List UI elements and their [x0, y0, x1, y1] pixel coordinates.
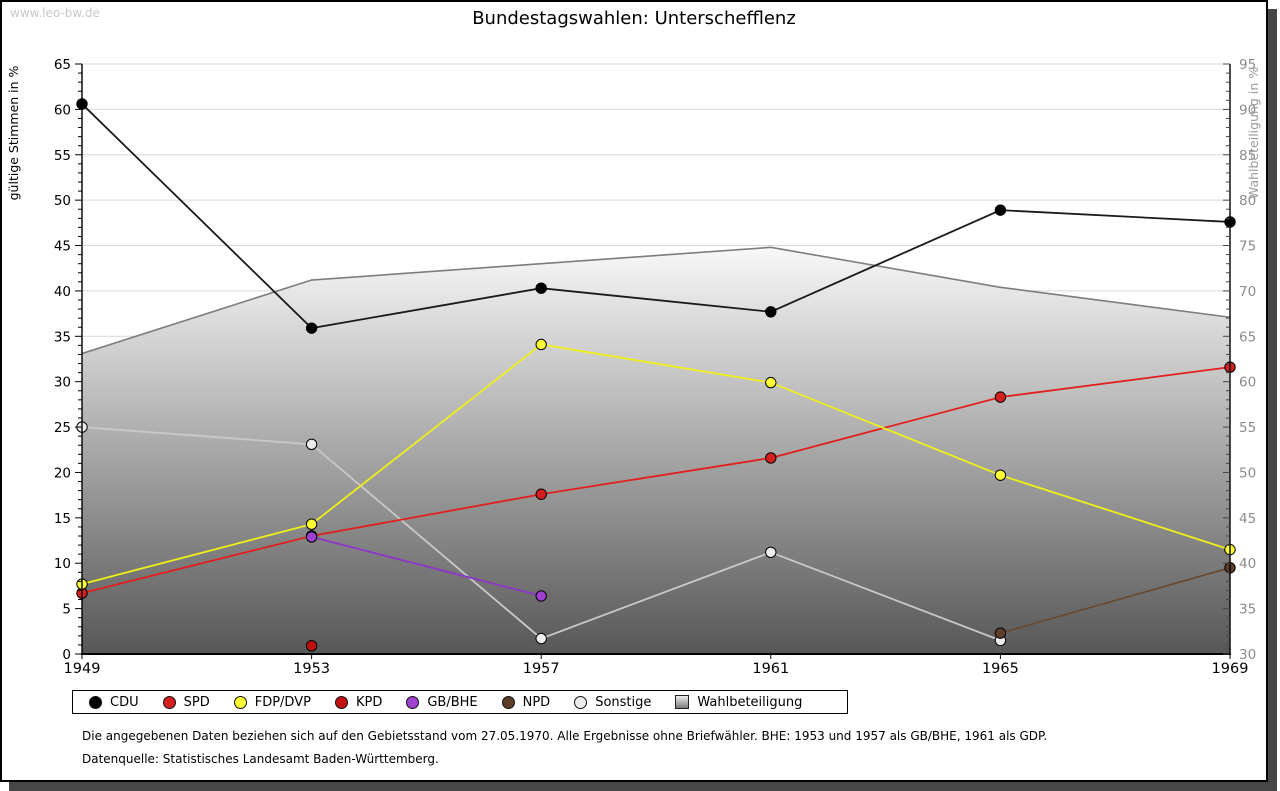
- legend-item-kpd: KPD: [334, 694, 383, 710]
- point-fdp-dvp-1961: [765, 376, 777, 389]
- kpd-marker-icon: [334, 695, 348, 709]
- svg-text:1969: 1969: [1212, 661, 1249, 677]
- svg-text:1949: 1949: [64, 661, 101, 677]
- legend-item-sonstige: Sonstige: [574, 695, 651, 710]
- right-axis-label: Wahlbeteiligung in %: [1246, 67, 1261, 199]
- point-cdu-1953: [305, 322, 318, 334]
- point-fdp-dvp-1965: [994, 469, 1007, 481]
- point-gb-bhe-1957: [535, 590, 547, 602]
- svg-text:70: 70: [1239, 284, 1256, 300]
- svg-text:85: 85: [1239, 148, 1256, 164]
- legend-label: FDP/DVP: [254, 694, 311, 710]
- series-kpd: [305, 640, 318, 652]
- svg-text:40: 40: [54, 284, 71, 300]
- point-fdp-dvp-1953: [305, 518, 318, 530]
- gb-bhe-marker-icon: [406, 695, 420, 709]
- svg-text:1965: 1965: [982, 661, 1019, 677]
- point-kpd-1953: [305, 640, 318, 652]
- right-axis-ticks: 30 35 40 45 50 55 60 65 70 75 80 85 90 95: [1223, 57, 1256, 663]
- point-sonstige-1957: [535, 632, 547, 645]
- cdu-marker-icon: [89, 695, 102, 709]
- svg-text:30: 30: [1239, 647, 1256, 663]
- election-line-chart: 0 5 10 15 20 25 30 35 40 45 50 55 60 65 30 35 40 45 50 55 60…: [6, 57, 1261, 677]
- footnote-data-note: Die angegebenen Daten beziehen sich auf …: [82, 729, 1048, 743]
- footnote-source: Datenquelle: Statistisches Landesamt Bad…: [82, 752, 439, 766]
- legend-item-spd: SPD: [162, 694, 210, 710]
- svg-text:35: 35: [1239, 602, 1256, 618]
- svg-text:65: 65: [1239, 329, 1256, 345]
- svg-text:95: 95: [1239, 57, 1256, 73]
- legend-item-npd: NPD: [501, 694, 551, 710]
- svg-text:25: 25: [54, 420, 71, 436]
- left-axis-label: gültige Stimmen in %: [6, 65, 21, 200]
- svg-text:1957: 1957: [523, 661, 560, 677]
- svg-text:30: 30: [54, 375, 71, 391]
- legend-label: NPD: [522, 694, 551, 710]
- svg-text:35: 35: [54, 329, 71, 345]
- svg-text:60: 60: [54, 102, 71, 118]
- watermark: www.leo-bw.de: [10, 6, 100, 20]
- svg-text:20: 20: [54, 465, 71, 481]
- wahlbeteiligung-marker-icon: [675, 695, 690, 709]
- point-npd-1965: [994, 627, 1007, 639]
- point-sonstige-1961: [765, 546, 777, 559]
- svg-text:65: 65: [54, 57, 71, 73]
- point-cdu-1961: [765, 306, 777, 318]
- svg-text:55: 55: [1239, 420, 1256, 436]
- legend-item-cdu: CDU: [89, 695, 139, 710]
- point-cdu-1965: [994, 204, 1007, 216]
- spd-marker-icon: [162, 695, 176, 709]
- svg-text:55: 55: [54, 148, 71, 164]
- area-wahlbeteiligung: [81, 246, 1231, 654]
- x-axis-ticks: 1949 1953 1957 1961 1965 1969: [64, 654, 1249, 677]
- svg-text:75: 75: [1239, 239, 1256, 255]
- svg-text:15: 15: [54, 511, 71, 527]
- svg-text:45: 45: [1239, 511, 1256, 527]
- svg-text:80: 80: [1239, 193, 1256, 209]
- svg-text:40: 40: [1239, 556, 1256, 572]
- svg-text:50: 50: [1239, 465, 1256, 481]
- legend-label: KPD: [355, 694, 383, 710]
- legend-item-wahlbeteiligung: Wahlbeteiligung: [675, 695, 802, 710]
- legend-label: Sonstige: [595, 694, 652, 710]
- axes: [81, 64, 1231, 655]
- point-fdp-dvp-1957: [535, 338, 547, 351]
- fdp-dvp-marker-icon: [233, 695, 247, 709]
- svg-text:10: 10: [54, 556, 71, 572]
- legend-item-fdp-dvp: FDP/DVP: [233, 694, 311, 710]
- point-spd-1961: [765, 452, 777, 464]
- point-gb-bhe-1953: [305, 531, 318, 543]
- svg-text:1953: 1953: [293, 661, 330, 677]
- legend-label: CDU: [110, 694, 139, 710]
- legend-item-gb-bhe: GB/BHE: [406, 694, 478, 710]
- svg-text:50: 50: [54, 193, 71, 209]
- svg-text:0: 0: [62, 647, 71, 663]
- chart-title: Bundestagswahlen: Unterschefflenz: [472, 8, 796, 29]
- chart-legend: CDU SPD FDP/DVP KPD GB/BHE NPD Sonstige Wahlbet…: [72, 690, 848, 714]
- svg-text:60: 60: [1239, 375, 1256, 391]
- point-sonstige-1953: [305, 438, 318, 451]
- svg-text:45: 45: [54, 239, 71, 255]
- point-cdu-1957: [535, 282, 547, 294]
- svg-text:5: 5: [62, 602, 71, 618]
- legend-label: GB/BHE: [427, 694, 478, 710]
- series-gb-bhe: [305, 531, 547, 602]
- sonstige-marker-icon: [574, 695, 588, 709]
- chart-page: www.leo-bw.de Bundestagswahlen: Untersch…: [0, 0, 1268, 782]
- point-spd-1957: [535, 488, 547, 500]
- npd-marker-icon: [501, 695, 515, 709]
- svg-text:1961: 1961: [752, 661, 789, 677]
- point-spd-1965: [994, 391, 1007, 403]
- left-axis-ticks: 0 5 10 15 20 25 30 35 40 45 50 55 60 65: [54, 57, 82, 663]
- legend-label: SPD: [183, 694, 210, 710]
- legend-label: Wahlbeteiligung: [697, 694, 803, 710]
- svg-text:90: 90: [1239, 102, 1256, 118]
